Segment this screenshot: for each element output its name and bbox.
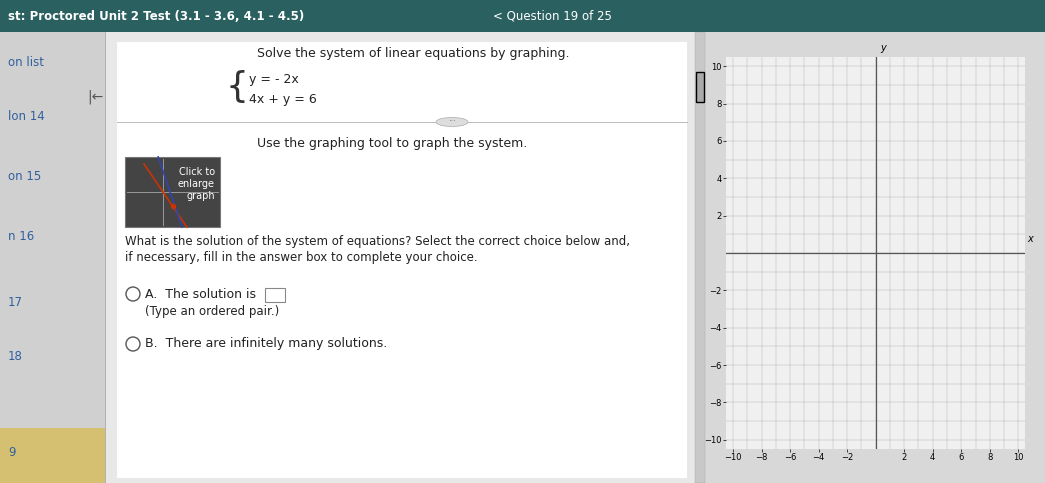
Text: 4x + y = 6: 4x + y = 6: [249, 94, 317, 106]
FancyBboxPatch shape: [696, 72, 704, 102]
Text: 18: 18: [8, 351, 23, 364]
Text: n 16: n 16: [8, 230, 34, 243]
Bar: [695, 32, 705, 483]
Circle shape: [126, 337, 140, 351]
Text: graph: graph: [186, 191, 215, 201]
Text: B.  There are infinitely many solutions.: B. There are infinitely many solutions.: [145, 338, 388, 351]
Text: lon 14: lon 14: [8, 111, 45, 124]
Text: |←: |←: [87, 90, 103, 104]
Bar: [125, 157, 220, 227]
Text: What is the solution of the system of equations? Select the correct choice below: What is the solution of the system of eq…: [125, 236, 630, 248]
Bar: [104, 32, 695, 483]
Text: on list: on list: [8, 56, 44, 69]
Text: {: {: [226, 70, 249, 104]
Text: on 15: on 15: [8, 170, 41, 184]
Ellipse shape: [436, 117, 468, 127]
Text: enlarge: enlarge: [178, 179, 215, 189]
Bar: [0, 32, 104, 483]
Text: if necessary, fill in the answer box to complete your choice.: if necessary, fill in the answer box to …: [125, 252, 478, 265]
Text: ···: ···: [448, 117, 456, 127]
Text: 17: 17: [8, 296, 23, 309]
Bar: [705, 32, 1045, 483]
Circle shape: [126, 287, 140, 301]
Bar: [0, 0, 1045, 32]
Text: A.  The solution is: A. The solution is: [145, 287, 256, 300]
FancyBboxPatch shape: [265, 288, 285, 302]
Bar: [117, 42, 687, 478]
Bar: [0, 428, 104, 483]
Text: < Question 19 of 25: < Question 19 of 25: [493, 10, 612, 23]
Text: y: y: [880, 43, 886, 53]
Text: (Type an ordered pair.): (Type an ordered pair.): [145, 304, 279, 317]
Text: y = - 2x: y = - 2x: [249, 73, 299, 86]
Text: Solve the system of linear equations by graphing.: Solve the system of linear equations by …: [257, 47, 570, 60]
Text: Click to: Click to: [179, 167, 215, 177]
Text: Use the graphing tool to graph the system.: Use the graphing tool to graph the syste…: [257, 138, 528, 151]
Text: 9: 9: [8, 446, 16, 459]
Text: x: x: [1027, 234, 1032, 244]
Text: st: Proctored Unit 2 Test (3.1 - 3.6, 4.1 - 4.5): st: Proctored Unit 2 Test (3.1 - 3.6, 4.…: [8, 10, 304, 23]
